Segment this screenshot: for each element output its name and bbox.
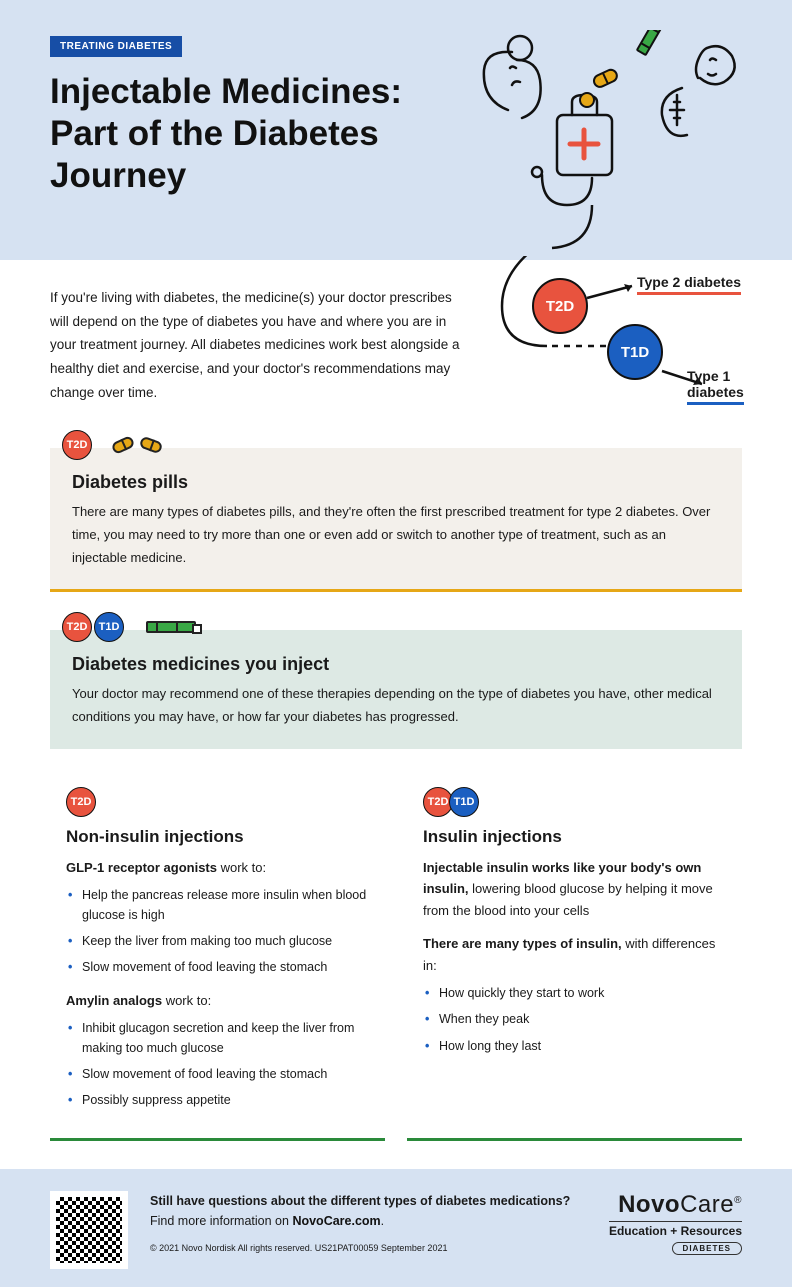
list-item: How quickly they start to work (425, 984, 726, 1003)
list-item: Possibly suppress appetite (68, 1091, 369, 1110)
footer-cta-pre: Find more information on (150, 1214, 292, 1228)
t2d-badge-lg: T2D (532, 278, 588, 334)
type-diagram: T2D Type 2 diabetes T1D Type 1 diabetes (492, 256, 742, 406)
subcard-insulin: T2D T1D Insulin injections Injectable in… (407, 769, 742, 1141)
copyright-text: © 2021 Novo Nordisk All rights reserved.… (150, 1241, 587, 1255)
list-item: How long they last (425, 1037, 726, 1056)
types-bold: There are many types of insulin, (423, 936, 622, 951)
qr-code (50, 1191, 128, 1269)
t2d-label: Type 2 diabetes (637, 274, 741, 295)
card-title: Diabetes pills (72, 472, 720, 493)
card-title: Diabetes medicines you inject (72, 654, 720, 675)
category-tag: TREATING DIABETES (50, 36, 182, 57)
group-tail: work to: (217, 860, 266, 875)
group-label: GLP-1 receptor agonists (66, 860, 217, 875)
intro-text: If you're living with diabetes, the medi… (50, 286, 462, 406)
pen-icon (146, 621, 196, 633)
header-region: TREATING DIABETES Injectable Medicines: … (0, 0, 792, 260)
bullet-list: Help the pancreas release more insulin w… (66, 886, 369, 978)
pill-icon (110, 435, 135, 455)
footer-region: Still have questions about the different… (0, 1169, 792, 1287)
brand-light: Care (680, 1191, 734, 1218)
brand-block: NovoCare® Education + Resources DIABETES (609, 1191, 742, 1256)
brand-reg: ® (734, 1195, 742, 1206)
list-item: When they peak (425, 1010, 726, 1029)
t1d-label: Type 1 diabetes (687, 368, 744, 405)
t1d-badge-icon: T1D (449, 787, 479, 817)
t2d-badge-icon: T2D (66, 787, 96, 817)
card-diabetes-pills: T2D Diabetes pills There are many types … (50, 430, 742, 592)
page-title: Injectable Medicines: Part of the Diabet… (50, 71, 470, 197)
t2d-badge-icon: T2D (62, 612, 92, 642)
footer-question: Still have questions about the different… (150, 1194, 570, 1208)
bullet-list: Inhibit glucagon secretion and keep the … (66, 1019, 369, 1111)
list-item: Keep the liver from making too much gluc… (68, 932, 369, 951)
hero-illustration (462, 30, 752, 260)
card-body-text: Your doctor may recommend one of these t… (72, 683, 720, 729)
footer-link[interactable]: NovoCare.com (292, 1214, 380, 1228)
subcard-title: Non-insulin injections (66, 827, 369, 847)
footer-cta-post: . (381, 1214, 384, 1228)
brand-subtitle: Education + Resources (609, 1221, 742, 1238)
list-item: Slow movement of food leaving the stomac… (68, 1065, 369, 1084)
brand-pill: DIABETES (672, 1242, 742, 1255)
card-body-text: There are many types of diabetes pills, … (72, 501, 720, 569)
group-label: Amylin analogs (66, 993, 162, 1008)
t1d-badge-icon: T1D (94, 612, 124, 642)
list-item: Slow movement of food leaving the stomac… (68, 958, 369, 977)
list-item: Help the pancreas release more insulin w… (68, 886, 369, 925)
bullet-list: How quickly they start to work When they … (423, 984, 726, 1056)
list-item: Inhibit glucagon secretion and keep the … (68, 1019, 369, 1058)
t1d-badge-lg: T1D (607, 324, 663, 380)
subcard-title: Insulin injections (423, 827, 726, 847)
group-tail: work to: (162, 993, 211, 1008)
pill-icon (139, 436, 164, 455)
subcard-noninsulin: T2D Non-insulin injections GLP-1 recepto… (50, 769, 385, 1141)
card-injectable: T2D T1D Diabetes medicines you inject Yo… (50, 612, 742, 749)
t2d-badge-icon: T2D (62, 430, 92, 460)
brand-bold: Novo (618, 1191, 680, 1218)
